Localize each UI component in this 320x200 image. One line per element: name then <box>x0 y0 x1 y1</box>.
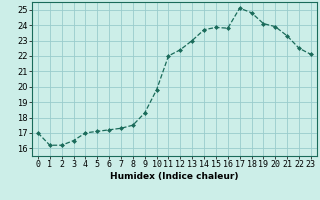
X-axis label: Humidex (Indice chaleur): Humidex (Indice chaleur) <box>110 172 239 181</box>
